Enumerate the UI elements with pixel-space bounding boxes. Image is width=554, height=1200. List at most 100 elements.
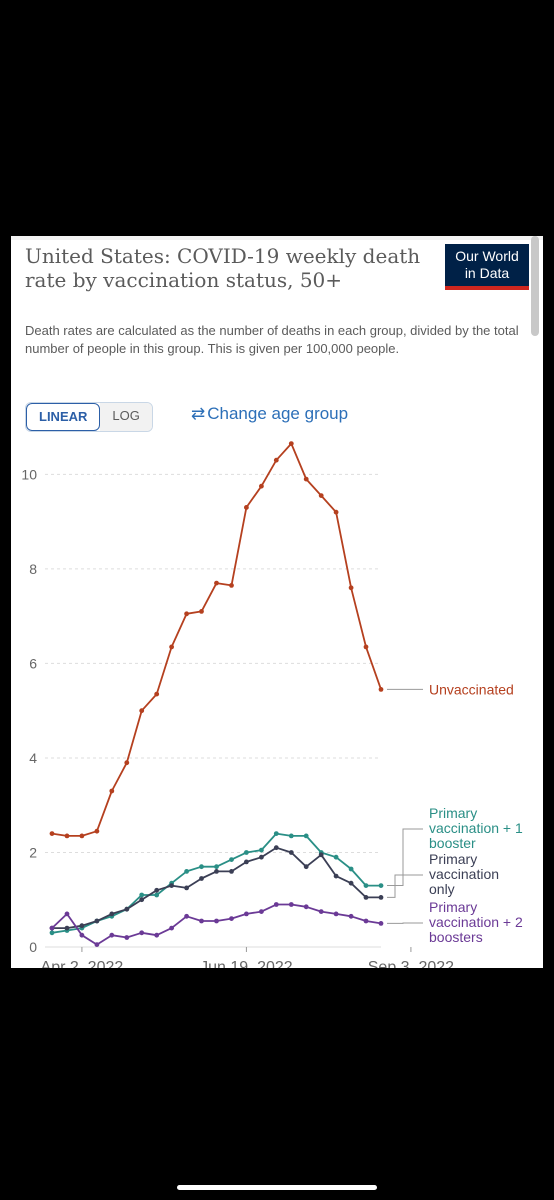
data-point xyxy=(378,895,384,900)
data-point xyxy=(79,923,85,929)
our-world-in-data-logo[interactable]: Our World in Data xyxy=(445,244,529,290)
data-point xyxy=(79,833,85,839)
data-point xyxy=(303,476,309,482)
legend-label: Primary xyxy=(429,805,477,821)
chart-title: United States: COVID-19 weekly death rat… xyxy=(25,244,421,292)
change-age-group-button[interactable]: ⇄ Change age group xyxy=(191,402,348,426)
scale-toggle: LINEAR LOG xyxy=(25,402,153,432)
data-point xyxy=(169,644,175,650)
data-point xyxy=(124,935,130,940)
data-point xyxy=(259,483,264,489)
data-point xyxy=(318,852,324,858)
data-point xyxy=(169,925,175,931)
legend-label: Primary xyxy=(429,899,477,915)
logo-line-2: in Data xyxy=(464,265,510,281)
home-indicator[interactable] xyxy=(177,1185,377,1190)
data-point xyxy=(184,869,190,874)
data-point xyxy=(199,876,204,881)
data-point xyxy=(184,885,190,891)
data-point xyxy=(333,873,339,879)
y-tick-label: 8 xyxy=(29,561,37,577)
linear-button[interactable]: LINEAR xyxy=(26,403,101,431)
data-point xyxy=(244,911,249,917)
data-point xyxy=(124,906,130,912)
data-point xyxy=(169,883,175,888)
data-point xyxy=(318,493,324,498)
logo-red-bar xyxy=(445,286,529,290)
data-point xyxy=(139,897,145,903)
data-point xyxy=(244,850,249,855)
data-point xyxy=(363,895,369,900)
logo-line-1: Our World xyxy=(455,248,519,264)
legend-leader-line xyxy=(387,828,423,887)
data-point xyxy=(214,864,219,870)
swap-arrows-icon: ⇄ xyxy=(191,404,206,423)
data-point xyxy=(139,892,145,898)
chart-card: United States: COVID-19 weekly death rat… xyxy=(11,236,543,968)
y-tick-label: 6 xyxy=(29,655,37,671)
y-tick-label: 2 xyxy=(29,844,37,860)
data-point xyxy=(363,883,369,888)
data-point xyxy=(348,866,354,872)
page-scrollbar[interactable] xyxy=(531,236,539,336)
data-point xyxy=(109,911,115,917)
data-point xyxy=(94,828,100,834)
data-point xyxy=(229,916,234,921)
legend-leader-line xyxy=(387,874,423,898)
line-chart: 0 2 4 6 8 10 Apr 2, 2022 Jun 19, 2022 Sep 3, 202… xyxy=(21,441,523,968)
legend-label: boosters xyxy=(429,929,483,945)
data-point xyxy=(333,911,339,917)
data-point xyxy=(303,864,309,870)
data-point xyxy=(244,505,249,510)
data-point xyxy=(214,869,219,874)
data-point xyxy=(273,457,279,463)
data-point xyxy=(214,580,219,586)
data-point xyxy=(333,854,339,860)
data-point xyxy=(109,788,115,794)
y-tick-label: 0 xyxy=(29,939,37,955)
data-point xyxy=(273,845,279,851)
data-point xyxy=(378,921,384,926)
data-point xyxy=(303,833,309,839)
legend-label: vaccination + 1 xyxy=(429,820,523,836)
data-point xyxy=(288,441,294,446)
data-point xyxy=(79,932,85,938)
data-point xyxy=(124,760,130,766)
series-line-3 xyxy=(51,903,382,946)
data-point xyxy=(259,854,264,860)
data-point xyxy=(64,833,70,839)
data-point xyxy=(288,833,294,839)
data-point xyxy=(154,892,160,898)
legend-label: booster xyxy=(429,835,476,851)
data-point xyxy=(184,913,190,919)
series-line-0 xyxy=(51,442,382,837)
data-point xyxy=(214,918,219,924)
data-point xyxy=(318,909,324,914)
chart-subtitle: Death rates are calculated as the number… xyxy=(25,323,519,356)
data-point xyxy=(94,942,100,947)
data-point xyxy=(288,850,294,855)
card-top-edge xyxy=(11,236,543,240)
log-button[interactable]: LOG xyxy=(100,403,152,431)
x-tick-label: Apr 2, 2022 xyxy=(41,959,124,968)
y-tick-label: 10 xyxy=(21,466,37,482)
data-point xyxy=(303,904,309,910)
data-point xyxy=(244,859,249,865)
data-point xyxy=(49,925,55,931)
data-point xyxy=(378,883,384,888)
data-point xyxy=(154,932,160,938)
data-point xyxy=(273,902,279,907)
data-point xyxy=(64,911,70,917)
data-point xyxy=(229,869,234,874)
data-point xyxy=(229,583,234,588)
data-point xyxy=(363,918,369,924)
data-point xyxy=(348,585,354,591)
data-point xyxy=(49,831,55,836)
legend-label: vaccination xyxy=(429,866,499,882)
legend-label: Unvaccinated xyxy=(429,681,514,697)
data-point xyxy=(154,691,160,697)
data-point xyxy=(49,930,55,936)
data-point xyxy=(259,909,264,914)
data-point xyxy=(94,918,100,924)
data-point xyxy=(199,609,204,614)
